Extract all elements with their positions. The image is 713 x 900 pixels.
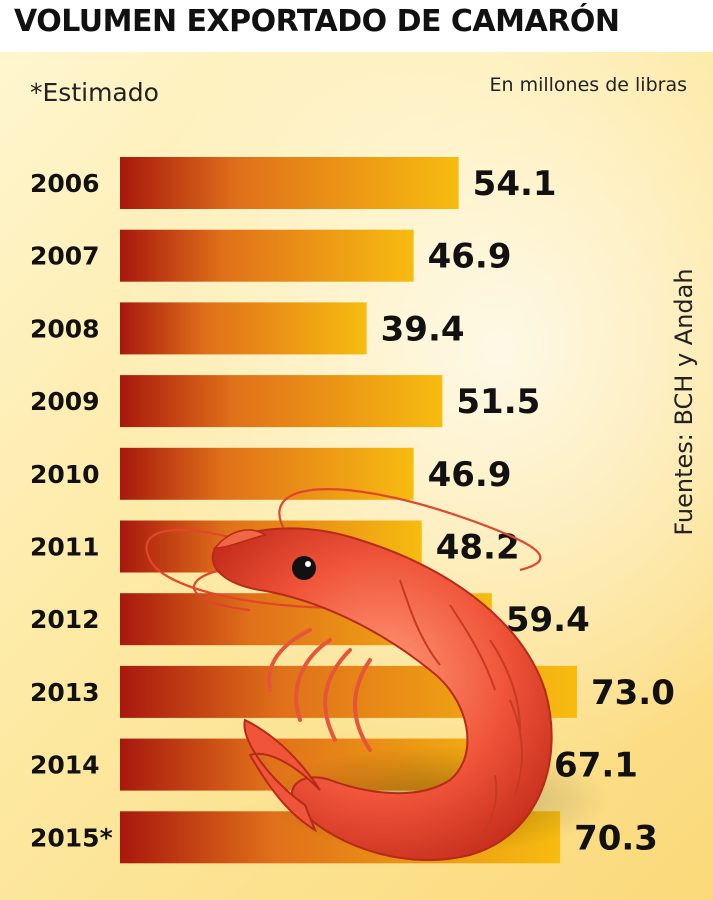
bar-2009 [120,375,443,428]
year-label-2007: 2007 [30,242,100,271]
year-label-2014: 2014 [30,751,100,780]
value-label-2009: 51.5 [456,382,540,422]
year-label-2013: 2013 [30,678,100,707]
units-label: En millones de libras [489,74,688,96]
bar-2013 [120,665,577,718]
year-label-2015-estimated: 2015* [30,823,113,852]
year-label-2011: 2011 [30,533,100,562]
bar-2010 [120,447,414,500]
value-label-2012: 59.4 [506,600,590,640]
year-label-2006: 2006 [30,169,100,198]
value-label-2006: 54.1 [473,164,557,204]
bar-2008 [120,302,367,355]
value-label-2011: 48.2 [436,528,520,568]
bars-group: 2006 54.1 2007 46.9 2008 39.4 2009 51.5 2010 46.9… [30,157,675,864]
year-label-2008: 2008 [30,314,100,343]
value-label-2010: 46.9 [428,455,512,495]
bar-2014 [120,738,541,791]
value-label-2013: 73.0 [591,673,675,713]
value-label-2015-estimated: 70.3 [574,818,658,858]
value-label-2008: 39.4 [381,309,465,349]
header-band: VOLUMEN EXPORTADO DE CAMARÓN [0,0,713,52]
year-label-2012: 2012 [30,605,100,634]
chart-title: VOLUMEN EXPORTADO DE CAMARÓN [14,4,620,39]
value-label-2007: 46.9 [428,237,512,277]
year-label-2010: 2010 [30,460,100,489]
estimated-note: *Estimado [30,78,159,107]
bar-2007 [120,229,414,282]
bar-2006 [120,157,459,209]
bar-2015-estimated [120,811,561,864]
year-label-2009: 2009 [30,387,100,416]
value-label-2014: 67.1 [554,746,638,786]
bar-chart: 2006 54.1 2007 46.9 2008 39.4 2009 51.5 2010 46.9… [30,157,675,864]
bar-2012 [120,593,492,646]
bar-2011 [120,520,422,573]
